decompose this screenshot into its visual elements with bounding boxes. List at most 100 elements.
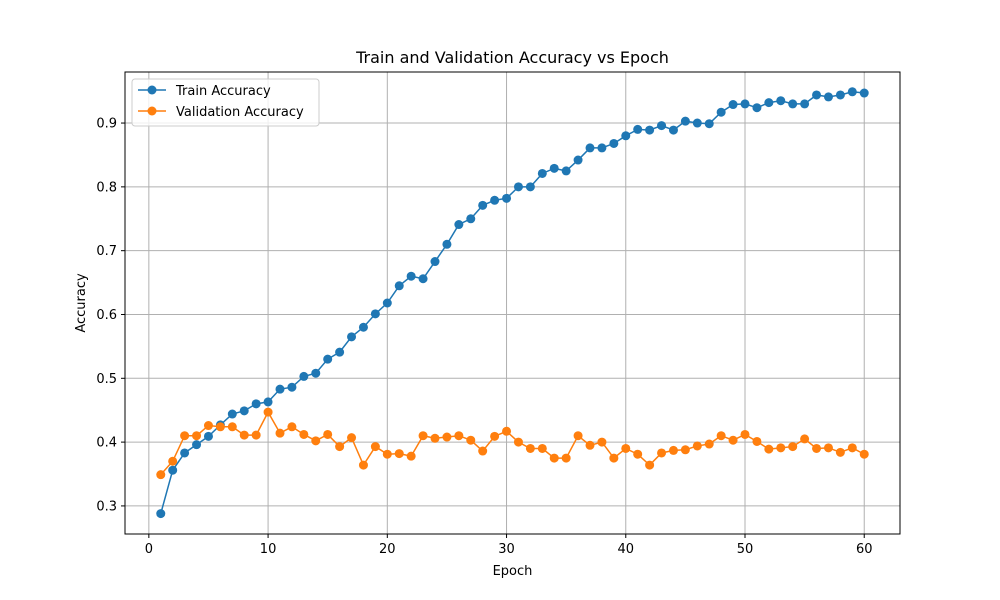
data-point-train-accuracy [633,124,643,134]
data-point-train-accuracy [561,166,571,176]
data-point-validation-accuracy [525,443,535,453]
y-tick-label: 0.8 [96,180,117,195]
data-point-validation-accuracy [776,443,786,453]
data-point-train-accuracy [716,107,726,117]
data-point-train-accuracy [382,298,392,308]
data-point-train-accuracy [645,125,655,135]
y-tick-label: 0.9 [96,117,117,132]
data-point-validation-accuracy [323,429,333,439]
y-tick-label: 0.5 [96,372,117,387]
y-tick-label: 0.4 [96,436,117,451]
data-point-train-accuracy [609,138,619,148]
data-point-validation-accuracy [835,447,845,457]
data-point-validation-accuracy [752,436,762,446]
data-point-validation-accuracy [227,422,237,432]
data-point-train-accuracy [847,87,857,97]
data-point-validation-accuracy [192,431,202,441]
data-point-validation-accuracy [406,451,416,461]
data-point-validation-accuracy [549,453,559,463]
data-point-validation-accuracy [466,435,476,445]
data-point-train-accuracy [776,96,786,106]
plot-frame [124,71,901,535]
data-point-validation-accuracy [788,442,798,452]
data-point-validation-accuracy [299,429,309,439]
data-point-train-accuracy [823,92,833,102]
data-point-validation-accuracy [716,431,726,441]
legend-marker-validation [147,106,157,116]
data-point-validation-accuracy [394,449,404,459]
data-point-train-accuracy [203,431,213,441]
data-point-train-accuracy [311,368,321,378]
data-point-validation-accuracy [513,437,523,447]
data-point-train-accuracy [275,384,285,394]
data-point-train-accuracy [704,119,714,129]
data-point-train-accuracy [502,193,512,203]
data-point-validation-accuracy [275,428,285,438]
data-point-train-accuracy [585,143,595,153]
data-point-validation-accuracy [382,449,392,459]
data-point-train-accuracy [227,409,237,419]
data-point-train-accuracy [394,281,404,291]
data-point-train-accuracy [180,448,190,458]
data-point-train-accuracy [752,103,762,113]
data-point-train-accuracy [549,163,559,173]
data-point-validation-accuracy [358,460,368,470]
data-point-validation-accuracy [704,439,714,449]
data-point-validation-accuracy [692,441,702,451]
y-tick-label: 0.6 [96,308,117,323]
data-point-validation-accuracy [668,445,678,455]
data-point-validation-accuracy [502,426,512,436]
legend-label-validation: Validation Accuracy [176,105,304,120]
data-point-train-accuracy [466,214,476,224]
x-tick-label: 50 [737,542,754,557]
data-point-train-accuracy [680,116,690,126]
x-tick-label: 10 [260,542,277,557]
data-point-train-accuracy [156,509,166,519]
x-axis-label: Epoch [493,564,533,579]
legend-marker-train [147,85,157,95]
data-point-train-accuracy [442,239,452,249]
data-point-train-accuracy [835,90,845,100]
data-point-train-accuracy [537,168,547,178]
axis-ticks: 0 10 20 30 40 50 60 0.3 0.4 0.5 0.6 0.7 0.8 0.9 [96,117,872,557]
data-point-train-accuracy [251,399,261,409]
data-point-train-accuracy [263,397,273,407]
data-point-validation-accuracy [859,449,869,459]
data-point-validation-accuracy [609,453,619,463]
data-point-validation-accuracy [537,443,547,453]
data-point-train-accuracy [418,274,428,284]
data-point-train-accuracy [168,465,178,475]
data-point-validation-accuracy [680,445,690,455]
data-point-validation-accuracy [728,435,738,445]
series-validation-accuracy [156,407,869,480]
x-tick-label: 60 [856,542,873,557]
data-point-validation-accuracy [347,433,357,443]
legend-box [131,78,320,127]
data-point-validation-accuracy [645,460,655,470]
data-point-train-accuracy [859,88,869,98]
data-point-train-accuracy [358,322,368,332]
data-point-train-accuracy [478,200,488,210]
y-tick-label: 0.7 [96,244,117,259]
data-point-validation-accuracy [812,443,822,453]
data-point-validation-accuracy [370,442,380,452]
data-point-validation-accuracy [287,422,297,432]
data-point-train-accuracy [347,332,357,342]
data-point-train-accuracy [490,195,500,205]
x-tick-label: 40 [617,542,634,557]
y-axis-label: Accuracy [74,273,89,333]
y-tick-label: 0.3 [96,499,117,514]
data-point-validation-accuracy [490,431,500,441]
data-point-train-accuracy [454,220,464,230]
legend: Train Accuracy Validation Accuracy [131,78,320,127]
data-point-validation-accuracy [800,434,810,444]
data-point-validation-accuracy [311,436,321,446]
data-point-train-accuracy [764,98,774,108]
data-point-train-accuracy [299,371,309,381]
series-train-accuracy [156,87,869,519]
data-point-train-accuracy [239,406,249,416]
data-point-validation-accuracy [156,470,166,480]
data-point-train-accuracy [430,257,440,267]
data-point-train-accuracy [728,100,738,110]
